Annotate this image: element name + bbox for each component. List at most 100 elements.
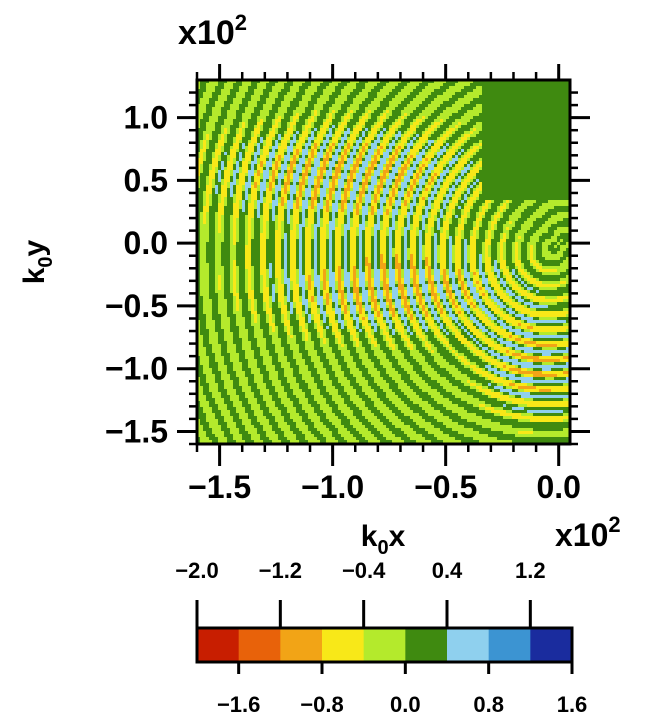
field-cell (302, 224, 305, 227)
field-cell (488, 218, 491, 221)
field-cell (485, 95, 488, 98)
field-cell (428, 152, 431, 155)
field-cell (359, 194, 362, 197)
field-cell (386, 104, 389, 107)
field-cell (482, 191, 485, 194)
field-cell (527, 185, 530, 188)
field-cell (395, 236, 398, 239)
field-cell (305, 113, 308, 116)
field-cell (542, 194, 545, 197)
field-cell (536, 89, 539, 92)
field-cell (320, 212, 323, 215)
field-cell (320, 173, 323, 176)
field-cell (467, 218, 470, 221)
field-cell (236, 167, 239, 170)
field-cell (398, 161, 401, 164)
field-cell (374, 89, 377, 92)
field-cell (563, 179, 566, 182)
field-cell (404, 203, 407, 206)
field-cell (392, 179, 395, 182)
field-cell (287, 116, 290, 119)
field-cell (266, 146, 269, 149)
field-cell (296, 137, 299, 140)
field-cell (491, 83, 494, 86)
field-cell (320, 161, 323, 164)
field-cell (557, 98, 560, 101)
field-cell (206, 107, 209, 110)
field-cell (542, 140, 545, 143)
field-cell (518, 149, 521, 152)
field-cell (503, 146, 506, 149)
field-cell (521, 101, 524, 104)
field-cell (356, 206, 359, 209)
field-cell (353, 221, 356, 224)
field-cell (407, 209, 410, 212)
field-cell (422, 194, 425, 197)
field-cell (251, 185, 254, 188)
field-cell (548, 122, 551, 125)
field-cell (440, 143, 443, 146)
field-cell (326, 134, 329, 137)
field-cell (533, 95, 536, 98)
field-cell (506, 83, 509, 86)
field-cell (521, 119, 524, 122)
field-cell (542, 89, 545, 92)
field-cell (476, 179, 479, 182)
field-cell (551, 128, 554, 131)
field-cell (248, 95, 251, 98)
field-cell (347, 230, 350, 233)
field-cell (245, 203, 248, 206)
field-cell (455, 164, 458, 167)
field-cell (389, 116, 392, 119)
field-cell (344, 155, 347, 158)
field-cell (311, 218, 314, 221)
field-cell (314, 140, 317, 143)
field-cell (362, 164, 365, 167)
field-cell (275, 182, 278, 185)
field-cell (224, 176, 227, 179)
field-cell (251, 140, 254, 143)
field-cell (431, 197, 434, 200)
field-cell (425, 194, 428, 197)
field-cell (278, 104, 281, 107)
field-cell (395, 140, 398, 143)
field-cell (368, 101, 371, 104)
field-cell (404, 113, 407, 116)
field-cell (497, 143, 500, 146)
field-cell (206, 194, 209, 197)
field-cell (362, 86, 365, 89)
field-cell (515, 98, 518, 101)
field-cell (242, 149, 245, 152)
field-cell (539, 164, 542, 167)
field-cell (257, 197, 260, 200)
field-cell (443, 227, 446, 230)
field-cell (218, 209, 221, 212)
field-cell (245, 128, 248, 131)
field-cell (251, 89, 254, 92)
field-cell (551, 89, 554, 92)
field-cell (410, 215, 413, 218)
field-cell (299, 221, 302, 224)
field-cell (260, 104, 263, 107)
field-cell (527, 86, 530, 89)
field-cell (326, 179, 329, 182)
field-cell (236, 197, 239, 200)
field-cell (551, 212, 554, 215)
field-cell (410, 191, 413, 194)
field-cell (203, 116, 206, 119)
field-cell (221, 122, 224, 125)
field-cell (317, 152, 320, 155)
field-cell (419, 206, 422, 209)
field-cell (368, 236, 371, 239)
field-cell (395, 92, 398, 95)
field-cell (293, 143, 296, 146)
field-cell (500, 206, 503, 209)
field-cell (440, 104, 443, 107)
field-cell (221, 83, 224, 86)
field-cell (227, 206, 230, 209)
field-cell (560, 89, 563, 92)
field-cell (215, 194, 218, 197)
field-cell (272, 107, 275, 110)
field-cell (368, 92, 371, 95)
field-cell (278, 182, 281, 185)
